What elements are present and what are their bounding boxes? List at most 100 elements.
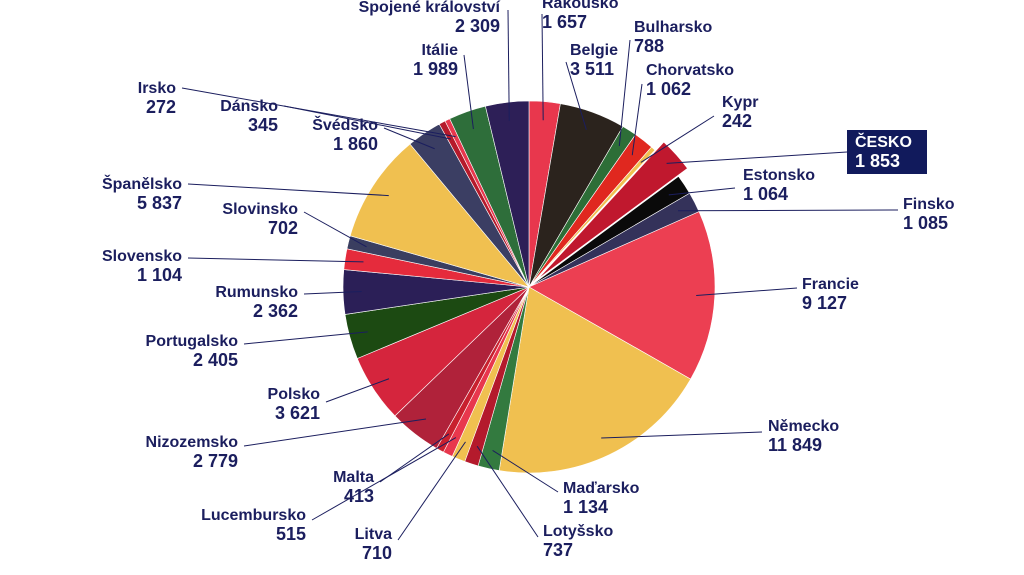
label-name: Bulharsko [634,19,712,36]
label-value: 2 779 [193,451,238,471]
leader-belgie [565,61,587,130]
label-value: 1 085 [903,213,948,233]
label-value: 345 [248,115,278,135]
leader-malta [379,433,450,483]
leader-chorvatsko [631,83,643,156]
leader-litva [397,441,466,541]
label-name: Slovensko [102,248,182,265]
leader-slovensko [187,257,364,263]
label-name: Litva [355,526,392,543]
leader-cesko [666,151,848,164]
leader-finsko [678,209,899,212]
label-name: Chorvatsko [646,62,734,79]
leader-lines [181,9,899,541]
label-name: Polsko [268,386,321,403]
label-value: 2 405 [193,350,238,370]
label-value: 3 621 [275,403,320,423]
leader-portugalsko [243,331,368,345]
leader-kypr [640,115,715,163]
label-value: 9 127 [802,293,847,313]
label-value: 1 104 [137,265,182,285]
label-name: ČESKO [855,132,912,151]
slice-cesko [537,141,688,280]
leader-estonsko [668,187,736,196]
label-name: Nizozemsko [146,434,239,451]
leader-rakousko [541,13,544,121]
label-name: Rumunsko [215,284,298,301]
leader-nizozemsko [243,418,427,447]
label-name: Dánsko [220,98,278,115]
leader-bulharsko [618,39,631,147]
label-value: 1 853 [855,151,900,171]
label-value: 11 849 [768,435,822,455]
leader-polsko [325,378,390,403]
label-name: Finsko [903,196,955,213]
leader-italie [463,54,474,130]
slice-spojene-kralovstvi [485,100,530,288]
label-value: 1 134 [563,497,608,517]
label-value: 788 [634,36,664,56]
label-name: Spojené království [359,0,501,16]
label-name: Německo [768,418,839,435]
label-name: Belgie [570,42,618,59]
label-name: Maďarsko [563,480,640,497]
label-name: Portugalsko [146,333,239,350]
label-value: 242 [722,111,752,131]
label-value: 2 362 [253,301,298,321]
slice-nemecko [498,286,692,474]
highlight-box [847,130,927,174]
leader-madarsko [492,449,559,493]
leader-svedsko [383,127,435,150]
label-value: 710 [362,543,392,563]
label-value: 515 [276,524,306,544]
slice-francie [528,211,716,380]
pie-slices [342,100,716,474]
label-value: 702 [268,218,298,238]
label-value: 5 837 [137,193,182,213]
leader-rumunsko [303,291,362,295]
slice-kypr [528,146,656,288]
label-name: Lotyšsko [543,523,613,540]
label-name: Kypr [722,94,758,111]
label-value: 1 860 [333,134,378,154]
label-value: 272 [146,97,176,117]
label-name: Irsko [138,80,176,97]
label-value: 1 989 [413,59,458,79]
slice-spanelsko [349,143,530,288]
label-value: 1 064 [743,184,788,204]
label-value: 3 511 [570,59,614,79]
label-value: 1 657 [542,12,587,32]
label-value: 413 [344,486,374,506]
label-name: Slovinsko [222,201,298,218]
leader-spojene-kralovstvi [507,9,510,121]
label-name: Francie [802,276,859,293]
label-name: Rakousko [542,0,619,12]
label-value: 2 309 [455,16,500,36]
leader-irsko [181,87,456,138]
label-name: Itálie [422,42,459,59]
